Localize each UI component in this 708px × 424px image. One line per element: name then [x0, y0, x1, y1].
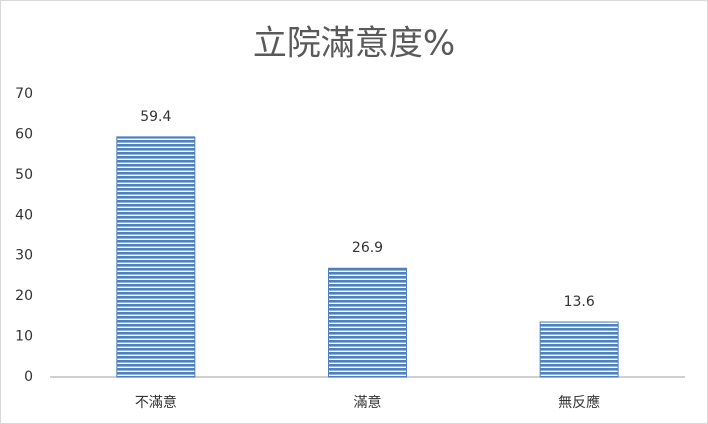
y-tick-label: 50 — [15, 167, 33, 183]
x-tick-label: 無反應 — [558, 394, 600, 411]
data-label: 26.9 — [352, 240, 383, 256]
y-tick-label: 40 — [15, 207, 33, 223]
x-tick-label: 不滿意 — [135, 394, 177, 411]
y-tick-label: 0 — [24, 369, 33, 385]
bar — [328, 267, 407, 378]
chart-title: 立院滿意度% — [253, 24, 455, 64]
bar — [116, 136, 196, 378]
data-label: 13.6 — [564, 294, 595, 310]
y-tick-label: 70 — [15, 86, 33, 102]
bar — [539, 321, 619, 378]
y-tick-label: 10 — [15, 329, 33, 345]
y-tick-label: 60 — [15, 126, 33, 142]
data-label: 59.4 — [140, 109, 171, 125]
y-tick-label: 20 — [15, 288, 33, 304]
y-tick-label: 30 — [15, 248, 33, 264]
x-tick-label: 滿意 — [354, 394, 382, 411]
